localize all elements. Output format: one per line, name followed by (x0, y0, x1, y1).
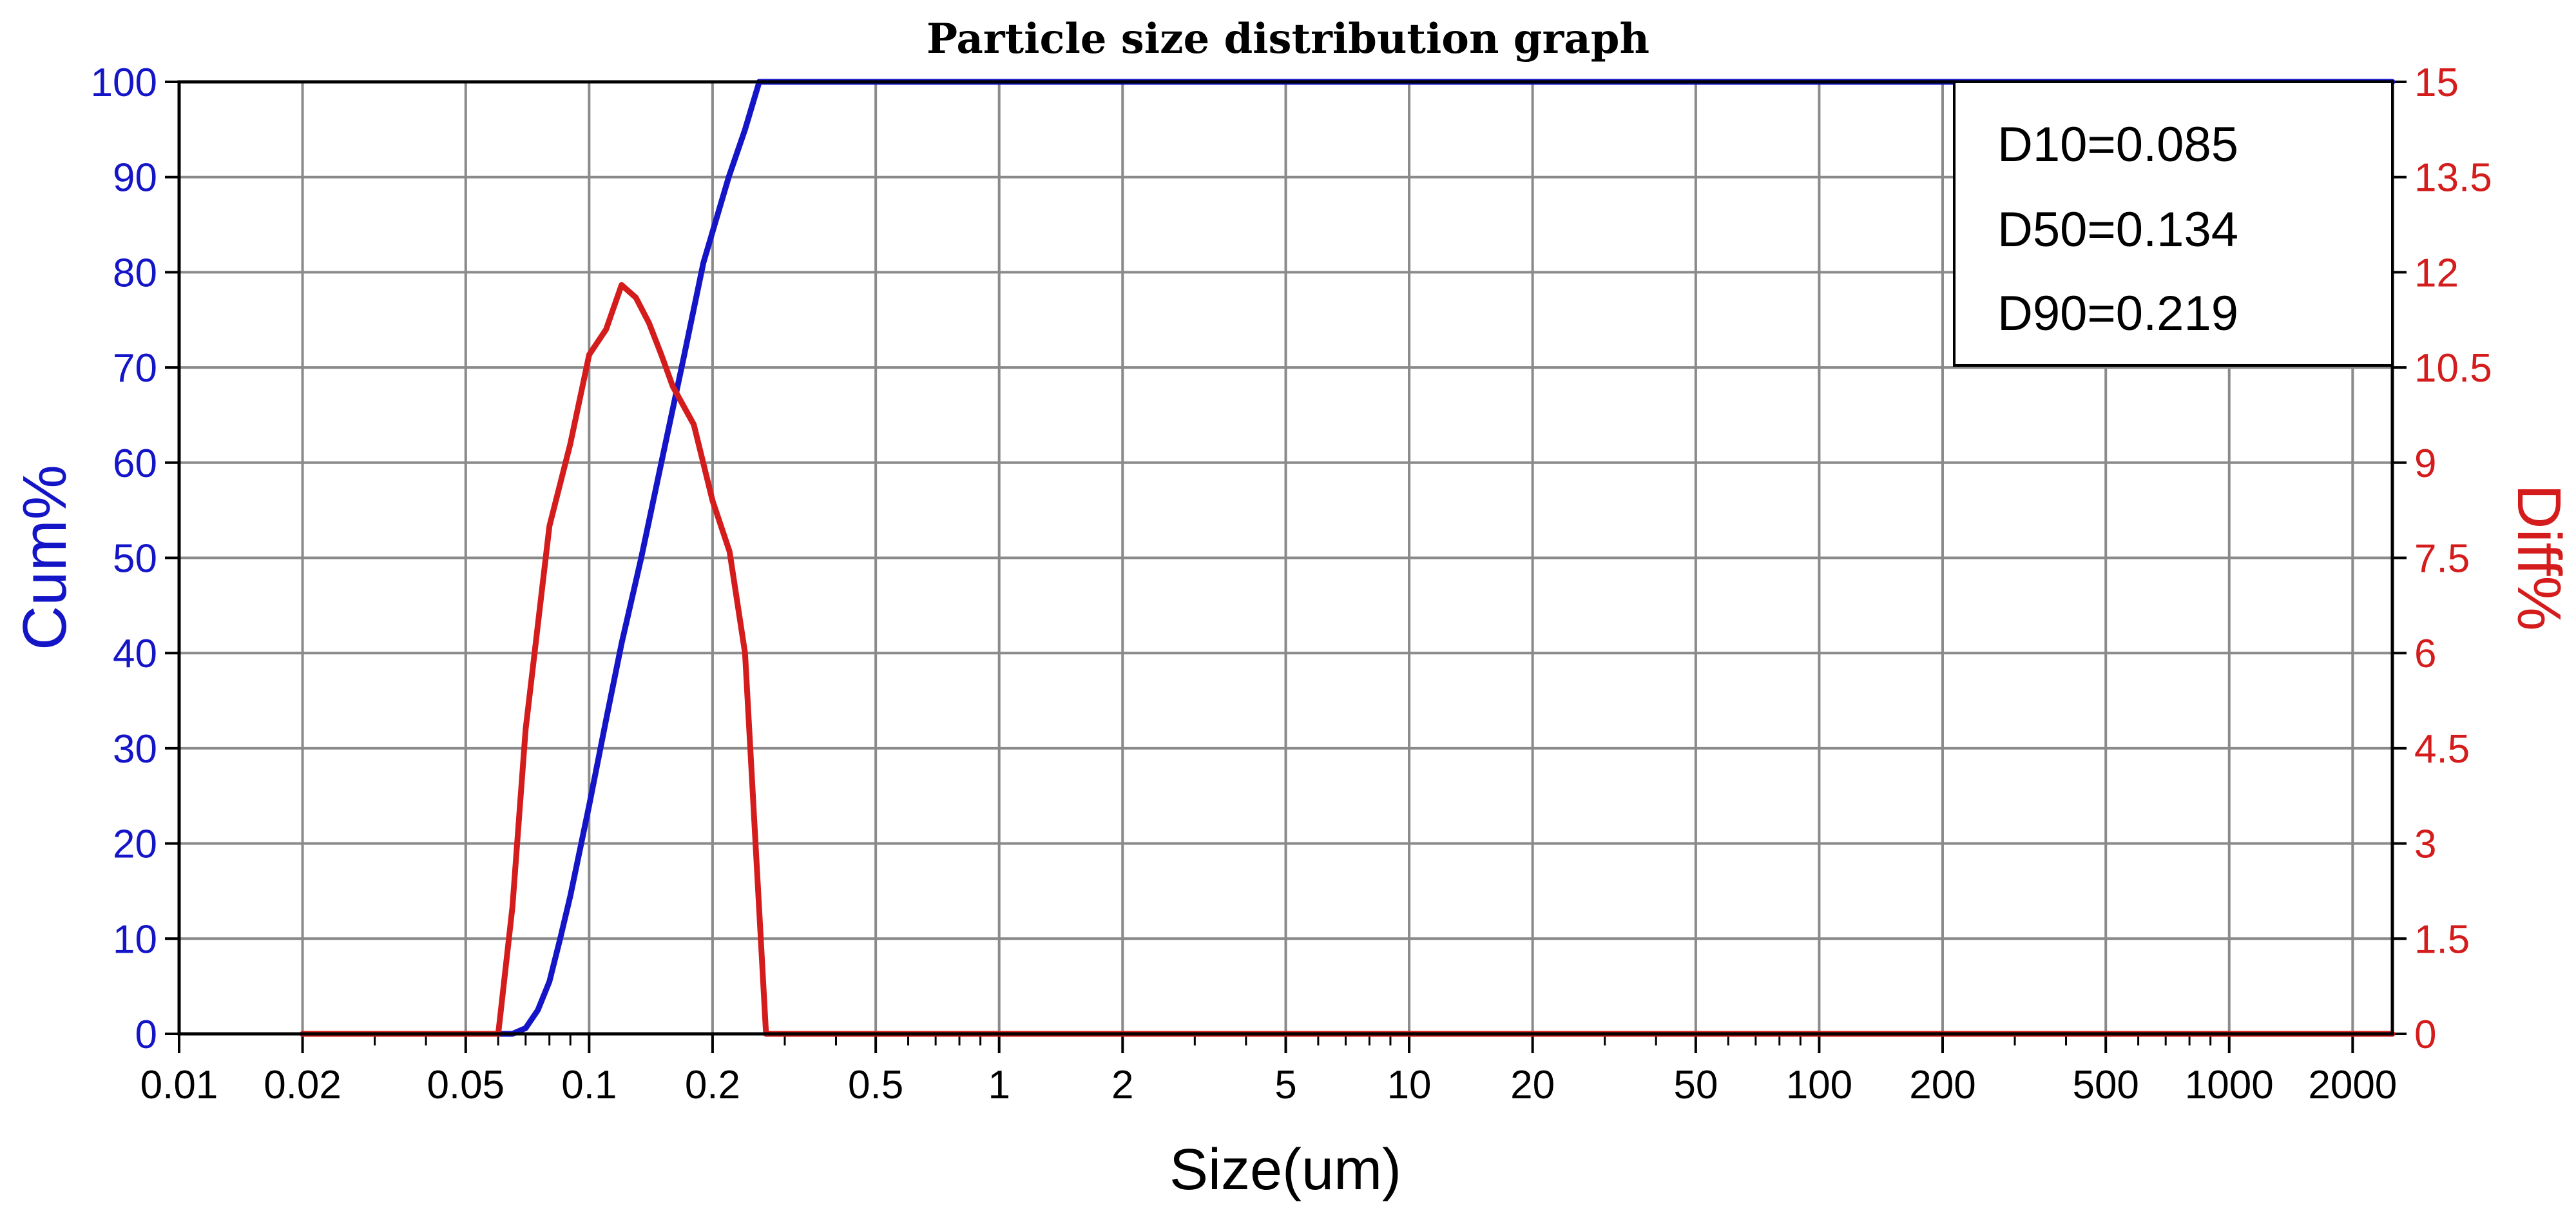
plot-frame (177, 80, 2394, 1036)
y-left-tick-label: 50 (113, 537, 157, 581)
x-tick-label: 50 (1673, 1063, 1718, 1107)
x-tick-label: 200 (1909, 1063, 1975, 1107)
x-tick-label: 0.05 (427, 1063, 505, 1107)
x-tick-label: 1 (988, 1063, 1010, 1107)
y-right-tick-label: 10.5 (2414, 346, 2492, 391)
x-tick-label: 2 (1111, 1063, 1133, 1107)
y-right-tick-label: 0 (2414, 1013, 2436, 1057)
y-right-tick-label: 3 (2414, 822, 2436, 867)
y-left-tick-label: 80 (113, 251, 157, 295)
y-axis-right-label: Diff% (2504, 484, 2573, 631)
x-tick-label: 0.01 (140, 1063, 218, 1107)
y-right-tick-label: 6 (2414, 632, 2436, 676)
x-tick-label: 2000 (2308, 1063, 2397, 1107)
y-axis-left-label: Cum% (10, 465, 79, 650)
chart-title: Particle size distribution graph (927, 15, 1649, 63)
x-tick-label: 0.5 (848, 1063, 903, 1107)
y-left-tick-label: 60 (113, 442, 157, 486)
x-tick-label: 100 (1786, 1063, 1852, 1107)
x-axis-label: Size(um) (1169, 1138, 1401, 1202)
x-tick-label: 0.02 (264, 1063, 341, 1107)
y-right-tick-label: 12 (2414, 251, 2459, 295)
y-left-tick-label: 100 (91, 61, 157, 105)
d90-label: D90=0.219 (1997, 286, 2238, 341)
d50-label: D50=0.134 (1997, 202, 2238, 257)
x-tick-label: 5 (1274, 1063, 1296, 1107)
tick-labels: 0.01 0.02 0.05 0.1 0.2 0.5 1 2 5 10 20 50 100 200 500 1… (91, 61, 2492, 1107)
y-left-tick-label: 10 (113, 917, 157, 962)
x-tick-label: 20 (1510, 1063, 1555, 1107)
x-tick-label: 0.1 (561, 1063, 617, 1107)
y-left-tick-label: 30 (113, 727, 157, 772)
d10-label: D10=0.085 (1997, 117, 2238, 172)
y-left-tick-label: 70 (113, 346, 157, 391)
y-right-tick-label: 9 (2414, 442, 2436, 486)
y-right-tick-label: 15 (2414, 61, 2459, 105)
y-left-tick-label: 40 (113, 632, 157, 676)
x-tick-label: 10 (1387, 1063, 1432, 1107)
y-right-tick-label: 7.5 (2414, 537, 2470, 581)
y-right-tick-label: 4.5 (2414, 727, 2470, 772)
y-left-tick-label: 90 (113, 156, 157, 200)
y-right-tick-label: 1.5 (2414, 917, 2470, 962)
y-left-tick-label: 0 (135, 1013, 157, 1057)
x-tick-label: 1000 (2185, 1063, 2274, 1107)
y-right-tick-label: 13.5 (2414, 156, 2492, 200)
x-tick-label: 500 (2072, 1063, 2139, 1107)
x-tick-label: 0.2 (685, 1063, 740, 1107)
annotation-box: D10=0.085 D50=0.134 D90=0.219 (1953, 81, 2394, 367)
y-left-tick-label: 20 (113, 822, 157, 867)
